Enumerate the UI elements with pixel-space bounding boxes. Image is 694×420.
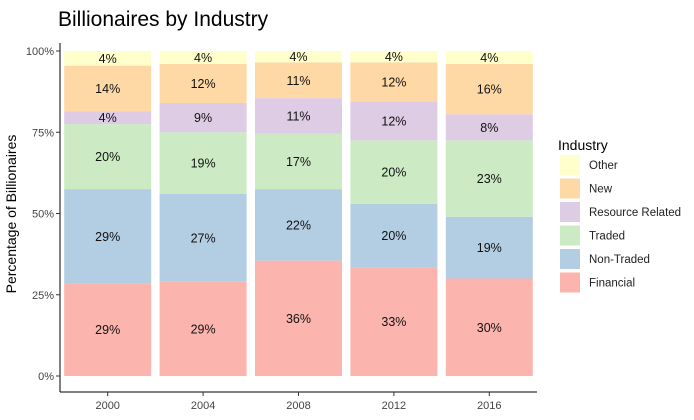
bar-segment-label: 29% xyxy=(191,322,216,336)
bar-segment xyxy=(64,51,152,66)
bar-segment-label: 27% xyxy=(191,231,216,245)
bar-segment xyxy=(64,189,152,284)
bar-segment-label: 9% xyxy=(194,111,212,125)
bar-segment xyxy=(350,62,438,102)
bar-segment-label: 20% xyxy=(95,150,120,164)
legend-key xyxy=(560,155,580,175)
x-tick-label: 2008 xyxy=(286,400,310,412)
bar-segment-label: 12% xyxy=(191,77,216,91)
bar-segment xyxy=(445,64,533,115)
bar-segment xyxy=(445,114,533,141)
legend-key xyxy=(560,272,580,293)
bar-segment-label: 23% xyxy=(477,172,502,186)
bar-segment-label: 36% xyxy=(286,312,311,326)
bar-segment xyxy=(159,51,247,64)
bar-segment-label: 4% xyxy=(289,50,307,64)
y-tick-label: 0% xyxy=(38,371,54,383)
y-axis-label: Percentage of Billionaires xyxy=(3,135,19,294)
legend-key xyxy=(560,225,580,246)
legend-key xyxy=(560,178,580,199)
bar-segment-label: 29% xyxy=(95,323,120,337)
bar-segment-label: 11% xyxy=(286,110,310,124)
legend: Industry Other New Resource Related Traded No… xyxy=(558,137,681,293)
bar-segment-label: 12% xyxy=(381,114,406,128)
bar-segment xyxy=(350,101,438,141)
bar-segment-label: 4% xyxy=(194,51,212,65)
bar-segment-label: 33% xyxy=(381,315,406,329)
x-tick-label: 2004 xyxy=(191,400,215,412)
bar-segment xyxy=(445,278,533,376)
bar-segment xyxy=(445,140,533,217)
bar-segment xyxy=(255,189,342,261)
bar-segment-label: 4% xyxy=(385,50,403,64)
bar-segment-label: 11% xyxy=(286,74,310,88)
x-tick-label: 2016 xyxy=(477,400,501,412)
bar-segment xyxy=(159,281,247,376)
bar-segment xyxy=(255,62,342,99)
bar-segment-label: 17% xyxy=(286,155,311,169)
bar-segment-label: 4% xyxy=(99,52,117,66)
y-tick-label: 75% xyxy=(32,127,54,139)
bar-segment xyxy=(159,64,247,103)
bar-segment-label: 14% xyxy=(95,82,120,96)
bar-segment-label: 4% xyxy=(99,111,117,125)
bar-segment-label: 19% xyxy=(191,157,216,171)
bar-segment xyxy=(159,103,247,133)
bar-segment xyxy=(350,51,438,63)
bar-segment xyxy=(255,260,342,376)
bar-segment-label: 4% xyxy=(480,51,498,65)
legend-key xyxy=(560,202,580,222)
bar-segment-label: 20% xyxy=(381,166,406,180)
bar-segment-label: 16% xyxy=(477,83,502,97)
legend-key xyxy=(560,249,580,269)
bar-segment xyxy=(64,65,152,112)
bar-segment-label: 8% xyxy=(480,121,498,135)
legend-title: Industry xyxy=(558,137,608,153)
legend-label: New xyxy=(589,184,613,196)
bar-segment xyxy=(255,133,342,190)
legend-label: Financial xyxy=(589,278,635,290)
bar-segment xyxy=(350,203,438,268)
bar-segment xyxy=(255,98,342,134)
bar-segment xyxy=(64,124,152,190)
bar-segment xyxy=(445,51,533,64)
bar-segment-label: 29% xyxy=(95,230,120,244)
legend-label: Other xyxy=(589,160,618,172)
bar-segment xyxy=(350,140,438,204)
legend-label: Resource Related xyxy=(589,207,681,219)
plot-area: 0% 25% 50% 75% 100% 29% 29% 20% 4% 14% 4% 2000 29% 27… xyxy=(26,43,537,412)
x-tick-label: 2000 xyxy=(95,400,119,412)
bar-segment-label: 30% xyxy=(477,321,502,335)
y-tick-label: 100% xyxy=(26,46,54,58)
bar-segment xyxy=(159,194,247,282)
y-tick-label: 50% xyxy=(32,209,54,221)
bar-segment-label: 12% xyxy=(381,75,406,89)
chart-title: Billionaires by Industry xyxy=(58,8,269,31)
y-tick-label: 25% xyxy=(32,290,54,302)
bar-segment xyxy=(64,283,152,376)
bar-segment-label: 20% xyxy=(381,229,406,243)
legend-label: Traded xyxy=(589,231,625,243)
bar-segment xyxy=(255,51,342,63)
x-tick-label: 2012 xyxy=(382,400,406,412)
bar-segment-label: 19% xyxy=(477,241,502,255)
bar-segment-label: 22% xyxy=(286,218,311,232)
legend-label: Non-Traded xyxy=(589,254,650,266)
bar-segment xyxy=(445,216,533,279)
bar-segment xyxy=(159,132,247,194)
bar-segment xyxy=(64,111,152,125)
bar-segment xyxy=(350,267,438,376)
